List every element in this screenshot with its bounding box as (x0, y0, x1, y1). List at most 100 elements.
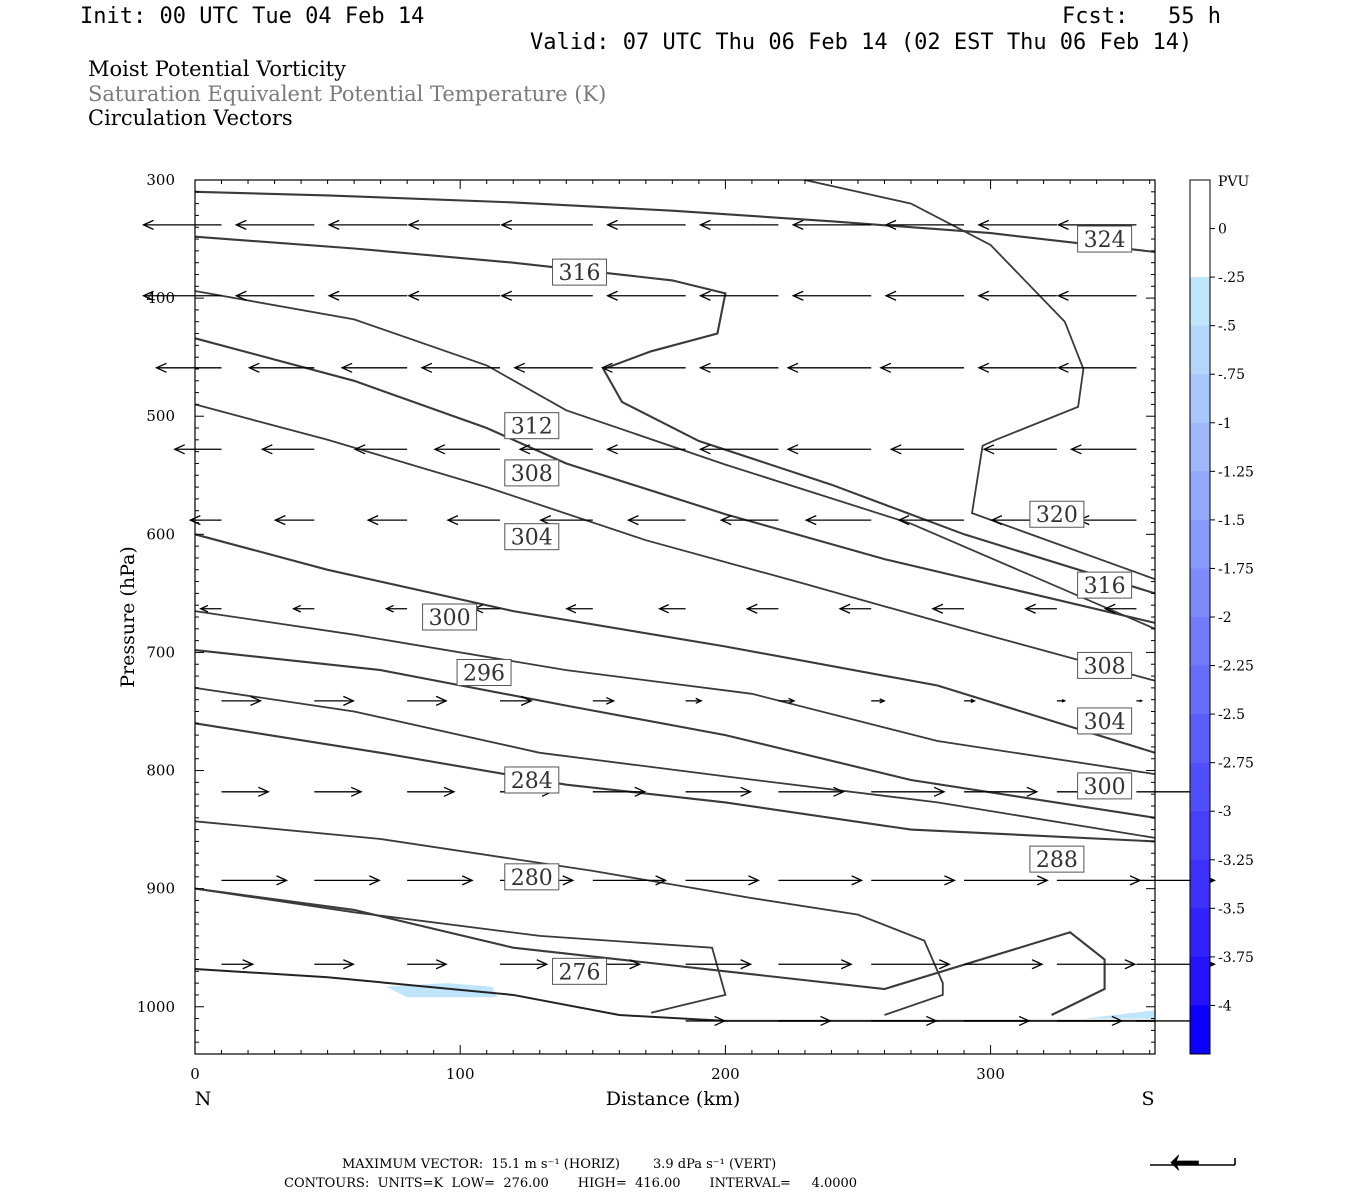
y-tick-label: 500 (146, 407, 175, 425)
circulation-vector (247, 362, 315, 373)
colorbar-swatch (1190, 665, 1210, 715)
circulation-vector (871, 698, 886, 704)
circulation-vector (884, 219, 965, 230)
circulation-vector (366, 515, 408, 526)
colorbar-swatch (1190, 908, 1210, 958)
circulation-vector (871, 875, 957, 886)
circulation-vector (1077, 515, 1137, 526)
colorbar-label: -3 (1218, 804, 1232, 820)
circulation-vector (879, 362, 965, 373)
circulation-vector (407, 219, 500, 230)
circulation-vector (698, 362, 779, 373)
circulation-vector (964, 1015, 1031, 1027)
circulation-vector (221, 875, 289, 886)
circulation-vector (340, 362, 408, 373)
circulation-vector (1024, 603, 1057, 614)
circulation-vector (977, 219, 1057, 230)
circulation-vector (931, 603, 965, 614)
colorbar-label: 0 (1218, 222, 1227, 238)
circulation-vector (446, 515, 500, 526)
circulation-vector (897, 515, 965, 526)
contour-label: 280 (504, 863, 560, 891)
circulation-vector (1103, 603, 1137, 614)
colorbar-swatch (1190, 956, 1210, 1006)
circulation-vector (1056, 699, 1067, 703)
contour-316 (194, 235, 1156, 595)
contour-label: 276 (552, 957, 608, 985)
circulation-vector (606, 444, 686, 455)
circulation-vector (221, 959, 255, 970)
circulation-vector (685, 959, 753, 970)
svg-text:304: 304 (511, 526, 553, 551)
circulation-vector (685, 875, 760, 886)
colorbar-swatch (1190, 422, 1210, 472)
circulation-vector (513, 362, 593, 373)
colorbar-swatch (1190, 471, 1210, 521)
circulation-vector (685, 697, 703, 704)
contour-label: 316 (552, 258, 608, 286)
circulation-vector (977, 362, 1057, 373)
circulation-vector (698, 290, 779, 301)
circulation-vector (1136, 699, 1144, 703)
circulation-vector (1056, 219, 1137, 230)
circulation-vector (698, 444, 779, 455)
circulation-vector (964, 959, 1044, 970)
colorbar-swatch (1190, 714, 1210, 764)
colorbar-label: -1 (1218, 416, 1232, 432)
circulation-vector (626, 515, 686, 526)
y-tick-label: 800 (146, 762, 175, 780)
colorbar-label: -3.5 (1218, 901, 1245, 917)
circulation-vector (234, 290, 315, 301)
svg-text:284: 284 (511, 769, 553, 794)
x-tick-label: 0 (190, 1065, 200, 1083)
circulation-vector (606, 290, 686, 301)
svg-text:288: 288 (1036, 848, 1078, 873)
contour-label: 308 (1077, 651, 1133, 679)
circulation-vector (982, 444, 1057, 455)
colorbar-swatch (1190, 374, 1210, 424)
circulation-vector (141, 219, 222, 230)
colorbar-label: -2.75 (1218, 756, 1254, 772)
forecast-hour: Fcst: 55 h (1062, 4, 1221, 29)
contour-label: 288 (1029, 845, 1085, 873)
max-vector-info: MAXIMUM VECTOR: 15.1 m s⁻¹ (HORIZ) 3.9 d… (342, 1157, 777, 1172)
x-tick-label: 300 (976, 1065, 1005, 1083)
colorbar-swatch (1190, 519, 1210, 569)
colorbar-label: -2.5 (1218, 707, 1245, 723)
circulation-vector (685, 786, 753, 797)
circulation-vector (1056, 1015, 1124, 1027)
x-tick-label: 100 (446, 1065, 475, 1083)
contour-280 (194, 887, 1106, 1016)
colorbar-swatch (1190, 277, 1210, 327)
circulation-vector (1056, 290, 1137, 301)
colorbar-swatch (1190, 180, 1210, 230)
valid-time: Valid: 07 UTC Thu 06 Feb 14 (02 EST Thu … (530, 30, 1193, 55)
colorbar-swatch (1190, 762, 1210, 812)
svg-text:312: 312 (511, 415, 553, 440)
circulation-vector (1056, 362, 1137, 373)
circulation-vector (407, 786, 456, 797)
circulation-vector (234, 219, 315, 230)
circulation-vector (804, 515, 872, 526)
circulation-vector (327, 290, 408, 301)
circulation-vector (420, 362, 500, 373)
circulation-vector (778, 786, 846, 797)
circulation-vector (221, 786, 270, 797)
svg-text:316: 316 (559, 261, 601, 286)
colorbar-label: -2 (1218, 610, 1232, 626)
colorbar-swatch (1190, 1005, 1210, 1055)
circulation-vector (407, 959, 448, 970)
circulation-vector (871, 959, 951, 970)
contour-label: 316 (1077, 571, 1133, 599)
contour-296 (194, 610, 1156, 775)
circulation-vector (407, 695, 448, 706)
svg-text:280: 280 (511, 866, 553, 891)
circulation-vector (964, 698, 977, 704)
circulation-vector (499, 695, 533, 706)
circulation-vector (791, 290, 872, 301)
circulation-vector (539, 515, 593, 526)
pv-patch-0 (385, 983, 498, 998)
circulation-vector (685, 1015, 727, 1027)
svg-text:308: 308 (511, 462, 553, 487)
colorbar-swatch (1190, 617, 1210, 667)
